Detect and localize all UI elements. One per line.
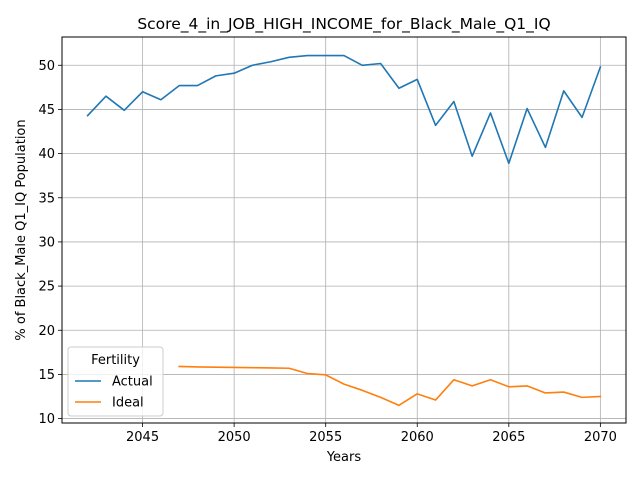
y-tick-label: 50 (38, 59, 55, 74)
x-tick-label: 2065 (492, 430, 525, 445)
y-tick-label: 35 (38, 191, 55, 206)
series-line-actual (86, 54, 602, 165)
chart-title: Score_4_in_JOB_HIGH_INCOME_for_Black_Mal… (137, 15, 550, 34)
series-line-ideal (178, 365, 602, 407)
x-tick-label: 2045 (126, 430, 159, 445)
y-tick-label: 20 (38, 324, 55, 339)
y-tick-label: 40 (38, 147, 55, 162)
y-tick-label: 15 (38, 368, 55, 383)
x-tick-label: 2060 (401, 430, 434, 445)
y-tick-label: 30 (38, 235, 55, 250)
legend-entries: Actual Ideal (75, 375, 153, 411)
axis-ticks: 2045 2050 2055 2060 2065 2070 10 15 20 25 30 35 40 45… (38, 59, 616, 445)
y-tick-label: 25 (38, 280, 55, 295)
x-tick-label: 2070 (584, 430, 617, 445)
series-lines (86, 54, 602, 407)
y-tick-label: 45 (38, 103, 55, 118)
legend: Fertility Actual Ideal (67, 346, 164, 417)
x-tick-label: 2050 (218, 430, 251, 445)
x-axis-label: Years (326, 450, 362, 465)
legend-title: Fertility (91, 353, 140, 368)
x-tick-label: 2055 (309, 430, 342, 445)
plot-frame (61, 36, 627, 424)
legend-label-ideal: Ideal (112, 396, 144, 411)
legend-label-actual: Actual (112, 375, 153, 390)
y-axis-label: % of Black_Male Q1_IQ Population (14, 119, 29, 340)
legend-box (67, 346, 164, 417)
y-tick-label: 10 (38, 412, 55, 427)
